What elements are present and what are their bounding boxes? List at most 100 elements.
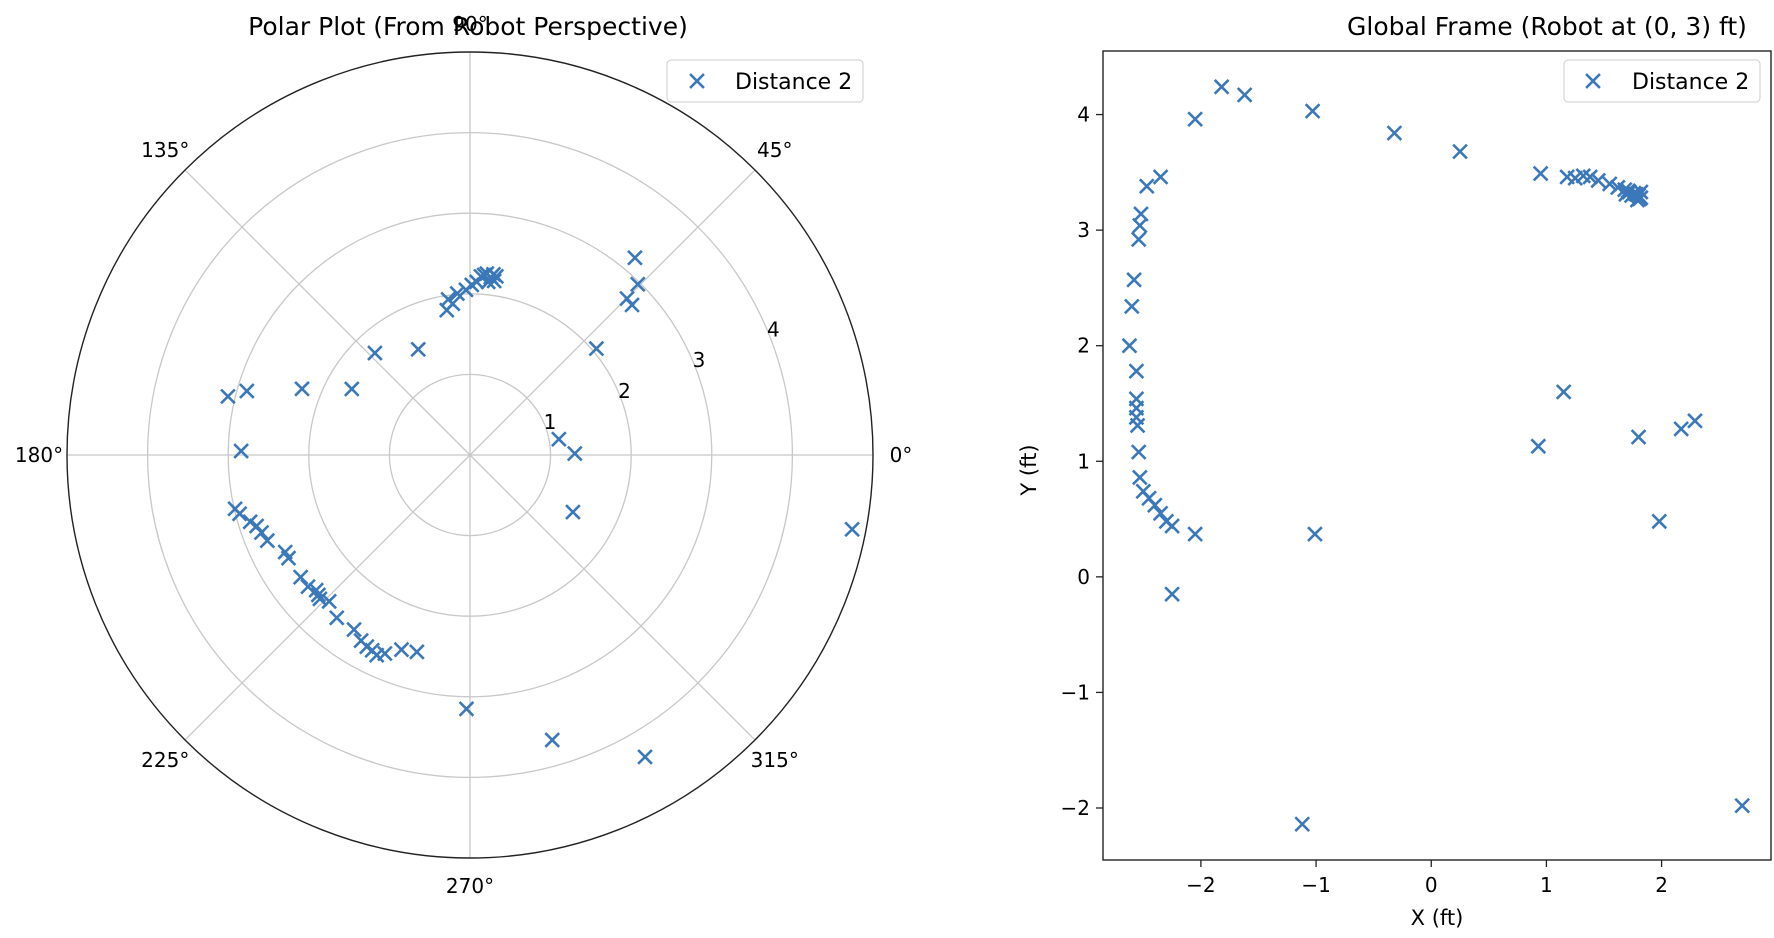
y-tick-label: 4: [1077, 103, 1090, 127]
polar-point: [458, 281, 474, 298]
polar-theta-tick-label: 225°: [141, 748, 189, 772]
polar-theta-gridline: [184, 169, 471, 456]
polar-theta-tick-label: 180°: [15, 443, 63, 467]
global-xlabel: X (ft): [1411, 906, 1464, 930]
polar-point: [321, 593, 338, 610]
polar-point: [292, 569, 309, 585]
polar-point: [300, 578, 316, 595]
polar-point: [565, 504, 581, 520]
global-point: [1601, 176, 1618, 192]
global-points: [1121, 78, 1751, 833]
polar-point: [310, 587, 327, 603]
polar-r-tick-label: 2: [618, 379, 631, 403]
x-tick-label: 1: [1540, 873, 1553, 897]
polar-point: [458, 701, 475, 717]
global-point: [1164, 518, 1180, 534]
polar-point: [619, 290, 635, 307]
global-point: [1734, 797, 1751, 814]
polar-point: [377, 645, 393, 662]
global-frame-plot: Global Frame (Robot at (0, 3) ft) −2 −1 0 1…: [1017, 12, 1772, 930]
polar-point: [231, 505, 248, 522]
polar-point: [259, 532, 276, 549]
polar-point: [328, 609, 345, 626]
global-point: [1130, 444, 1147, 460]
polar-legend-box: [666, 59, 864, 103]
global-point: [1532, 165, 1549, 182]
polar-point: [410, 341, 427, 358]
global-point: [1386, 125, 1403, 141]
polar-legend: Distance 2: [666, 59, 864, 103]
polar-frame: [66, 51, 874, 859]
polar-theta-gridline: [184, 454, 471, 741]
global-point: [1304, 103, 1321, 119]
polar-theta-gridline: [469, 169, 756, 456]
polar-point: [233, 443, 249, 459]
polar-plot: Polar Plot (From Robot Perspective) 0° 45…: [15, 12, 912, 898]
global-point: [1121, 337, 1138, 354]
polar-theta-tick-label: 315°: [751, 748, 799, 772]
global-point: [1132, 217, 1148, 234]
y-tick-label: −1: [1061, 680, 1090, 704]
global-point: [1138, 178, 1155, 195]
polar-point: [280, 550, 297, 566]
global-point: [1164, 586, 1180, 603]
global-point: [1673, 421, 1690, 437]
global-point: [1133, 206, 1149, 222]
global-point: [1128, 363, 1145, 379]
global-point: [1294, 816, 1311, 833]
global-point: [1555, 384, 1572, 400]
global-legend: Distance 2: [1563, 59, 1761, 103]
polar-points: [220, 249, 860, 765]
global-title: Global Frame (Robot at (0, 3) ft): [1347, 12, 1747, 41]
y-tick-label: 0: [1077, 565, 1090, 589]
polar-theta-tick-label: 0°: [890, 443, 913, 467]
global-point: [1452, 143, 1468, 160]
global-point: [1123, 298, 1140, 315]
x-tick-label: −2: [1186, 873, 1215, 897]
global-point: [1307, 526, 1323, 542]
polar-point: [629, 276, 646, 293]
polar-legend-label: Distance 2: [735, 70, 852, 95]
global-point: [1567, 170, 1584, 186]
global-ylabel: Y (ft): [1017, 444, 1041, 496]
global-point: [1687, 412, 1703, 429]
polar-point: [449, 285, 466, 302]
polar-point: [346, 621, 362, 638]
polar-title: Polar Plot (From Robot Perspective): [248, 12, 688, 41]
polar-point: [367, 345, 383, 361]
global-legend-label: Distance 2: [1632, 70, 1749, 95]
y-tick-label: 2: [1077, 334, 1090, 358]
global-point: [1126, 271, 1142, 288]
polar-point: [242, 513, 259, 530]
polar-point: [438, 302, 455, 318]
polar-point: [844, 521, 860, 538]
polar-r-tick-label: 1: [544, 410, 557, 434]
y-tick-label: 1: [1077, 449, 1090, 473]
global-point: [1146, 497, 1163, 514]
polar-point: [239, 383, 255, 399]
global-legend-box: [1563, 59, 1761, 103]
global-point: [1651, 513, 1668, 530]
polar-point: [627, 249, 643, 266]
x-tick-label: 0: [1425, 873, 1438, 897]
polar-theta-tick-label: 45°: [757, 138, 792, 162]
global-point: [1213, 78, 1230, 95]
polar-point: [544, 732, 561, 748]
polar-legend-marker: [689, 73, 705, 89]
polar-point: [393, 641, 410, 658]
polar-theta-labels: 0° 45° 90° 135° 180° 225° 270° 315°: [15, 12, 912, 898]
polar-point: [343, 381, 360, 397]
global-point: [1590, 172, 1607, 189]
polar-r-labels: 1 2 3 4: [544, 317, 780, 434]
polar-point: [551, 431, 567, 448]
y-tick-label: −2: [1061, 796, 1090, 820]
global-axes-frame: [1102, 50, 1772, 861]
polar-point: [637, 749, 653, 765]
polar-theta-gridline: [469, 454, 756, 741]
polar-point: [588, 340, 605, 357]
polar-theta-tick-label: 270°: [446, 874, 494, 898]
global-point: [1187, 111, 1203, 128]
polar-r-tick-label: 3: [693, 348, 706, 372]
y-tick-label: 3: [1077, 218, 1090, 242]
